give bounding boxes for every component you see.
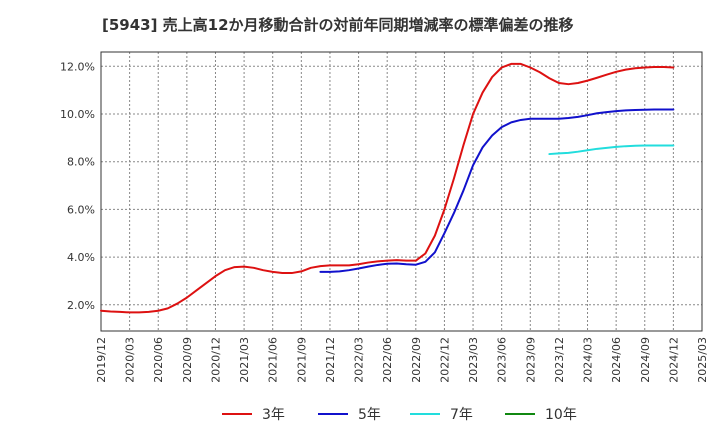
x-tick-label: 2021/09	[295, 337, 308, 383]
x-tick-label: 2022/09	[410, 337, 423, 383]
series-layer	[100, 62, 675, 314]
x-tick-label: 2024/06	[610, 337, 623, 383]
x-tick-label: 2022/12	[438, 337, 451, 383]
y-tick-label: 12.0%	[60, 60, 95, 73]
x-tick-label: 2023/12	[553, 337, 566, 383]
plot-frame	[100, 51, 703, 332]
grid	[100, 52, 703, 331]
x-tick-label: 2024/09	[639, 337, 652, 383]
x-tick-label: 2023/03	[467, 337, 480, 383]
legend-label-3: 10年	[545, 407, 577, 423]
legend-label-0: 3年	[262, 407, 285, 423]
y-axis: 2.0% 4.0% 6.0% 8.0% 10.0% 12.0%	[60, 60, 95, 311]
y-tick-label: 10.0%	[60, 108, 95, 121]
series-line-0	[100, 62, 675, 314]
x-tick-label: 2023/09	[524, 337, 537, 383]
x-tick-label: 2021/06	[267, 337, 280, 383]
x-axis: 2019/12 2020/03 2020/06 2020/09 2020/12 2021/…	[95, 337, 709, 383]
y-tick-label: 2.0%	[67, 299, 95, 312]
x-tick-label: 2020/09	[181, 337, 194, 383]
x-tick-label: 2022/06	[381, 337, 394, 383]
series-line-2	[548, 144, 675, 156]
legend: 3年 5年 7年 10年	[222, 407, 577, 423]
x-tick-label: 2024/12	[667, 337, 680, 383]
x-tick-label: 2020/12	[209, 337, 222, 383]
y-tick-label: 8.0%	[67, 156, 95, 169]
x-tick-label: 2020/03	[124, 337, 137, 383]
legend-label-2: 7年	[450, 407, 473, 423]
x-tick-label: 2025/03	[696, 337, 709, 383]
y-tick-label: 4.0%	[67, 251, 95, 264]
legend-label-1: 5年	[358, 407, 381, 423]
x-tick-label: 2021/03	[238, 337, 251, 383]
chart-title: [5943] 売上高12か月移動合計の対前年同期増減率の標準偏差の推移	[102, 16, 574, 34]
plot-area	[100, 51, 703, 332]
x-tick-label: 2021/12	[324, 337, 337, 383]
x-tick-label: 2020/06	[152, 337, 165, 383]
x-tick-label: 2022/03	[353, 337, 366, 383]
x-tick-label: 2023/06	[496, 337, 509, 383]
series-line-1	[319, 108, 675, 273]
y-tick-label: 6.0%	[67, 203, 95, 216]
x-tick-label: 2024/03	[582, 337, 595, 383]
x-tick-label: 2019/12	[95, 337, 108, 383]
